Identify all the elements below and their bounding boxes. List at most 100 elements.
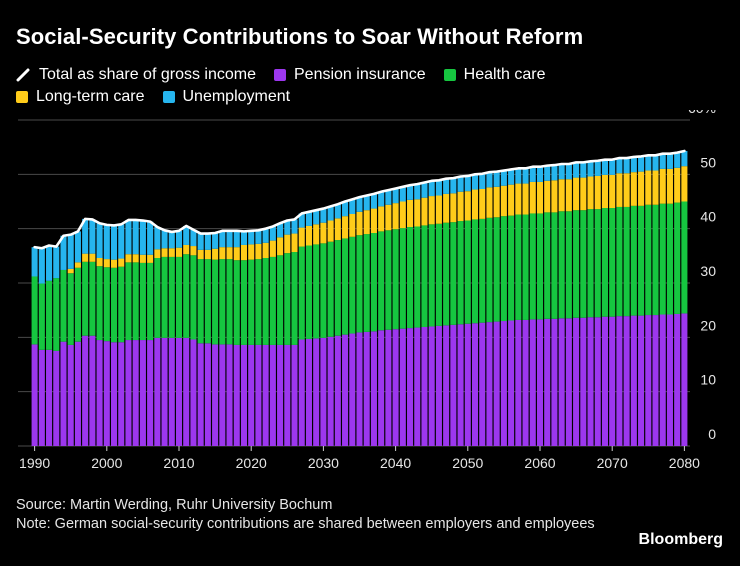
bar-pension-insurance-2070	[609, 316, 616, 446]
bar-unemployment-2079	[674, 152, 681, 168]
bar-unemployment-2050	[464, 175, 471, 192]
bar-long-term-care-2075	[645, 170, 652, 205]
bar-long-term-care-2008	[161, 248, 168, 257]
bar-long-term-care-1996	[74, 262, 81, 268]
bar-long-term-care-2019	[240, 244, 248, 261]
bar-long-term-care-2029	[313, 224, 320, 245]
bar-unemployment-2057	[515, 168, 522, 184]
bar-health-care-2012	[190, 255, 197, 340]
bar-unemployment-2036	[363, 195, 370, 211]
bar-unemployment-2053	[486, 172, 493, 188]
bar-long-term-care-2004	[132, 254, 139, 263]
bar-long-term-care-2041	[399, 201, 406, 229]
unemployment-swatch-icon	[162, 91, 175, 103]
bar-health-care-2071	[616, 206, 623, 317]
bar-long-term-care-2017	[226, 247, 233, 260]
bar-pension-insurance-1994	[60, 341, 67, 446]
bar-long-term-care-2018	[233, 247, 240, 261]
bar-health-care-1998	[89, 261, 96, 336]
bar-long-term-care-2040	[392, 203, 399, 230]
bar-pension-insurance-2064	[565, 318, 572, 446]
bar-long-term-care-2013	[197, 249, 204, 260]
bar-health-care-2007	[154, 258, 161, 338]
bar-health-care-2035	[356, 235, 363, 333]
bar-pension-insurance-2066	[580, 317, 587, 446]
bar-long-term-care-2022	[262, 242, 269, 258]
legend-label-longterm: Long-term care	[36, 88, 145, 105]
bar-pension-insurance-2051	[471, 323, 479, 446]
bar-health-care-2038	[378, 231, 385, 331]
bar-pension-insurance-2077	[659, 314, 666, 446]
bar-pension-insurance-2022	[262, 344, 269, 446]
bar-health-care-1997	[82, 261, 89, 336]
bar-unemployment-2065	[573, 162, 580, 178]
health-swatch-icon	[443, 69, 456, 81]
bar-long-term-care-2076	[652, 170, 659, 205]
bar-pension-insurance-2003	[125, 340, 132, 446]
legend-row-1: Total as share of gross income Pension i…	[16, 64, 716, 86]
bars	[31, 150, 688, 446]
bar-unemployment-2062	[551, 165, 558, 181]
bar-unemployment-2077	[659, 153, 666, 169]
bar-long-term-care-2053	[486, 187, 493, 218]
bar-unemployment-2046	[435, 180, 442, 196]
bar-long-term-care-2034	[349, 214, 356, 237]
bar-health-care-2077	[659, 203, 666, 315]
bar-unemployment-2059	[529, 166, 536, 182]
bar-pension-insurance-2043	[414, 327, 421, 446]
x-tick-label-2010: 2010	[163, 455, 194, 471]
bar-unemployment-2060	[536, 166, 544, 182]
y-tick-label-0: 0	[708, 426, 716, 442]
bar-unemployment-1996	[74, 231, 81, 263]
bloomberg-logo: Bloomberg	[638, 531, 723, 548]
bar-unemployment-2004	[132, 219, 139, 255]
bar-health-care-2076	[652, 204, 659, 316]
bar-pension-insurance-2038	[378, 330, 385, 446]
legend-label-health: Health care	[463, 66, 546, 83]
bar-long-term-care-2060	[536, 181, 544, 214]
bar-unemployment-2002	[118, 224, 125, 259]
bar-unemployment-2047	[443, 178, 450, 194]
bar-long-term-care-2028	[305, 225, 312, 246]
bar-health-care-2032	[334, 240, 341, 336]
bar-unemployment-2030	[320, 208, 327, 223]
bar-pension-insurance-2023	[269, 344, 276, 446]
bar-pension-insurance-1995	[67, 344, 74, 446]
bar-pension-insurance-2055	[500, 321, 507, 446]
bar-unemployment-2028	[305, 211, 312, 226]
bar-pension-insurance-2028	[305, 338, 312, 446]
bar-health-care-2015	[212, 259, 219, 345]
bar-long-term-care-2006	[147, 254, 154, 263]
bar-unemployment-2051	[471, 174, 479, 190]
bar-unemployment-2021	[255, 230, 262, 244]
bar-health-care-1999	[96, 266, 103, 341]
bar-pension-insurance-2073	[630, 315, 637, 446]
bar-pension-insurance-1990	[31, 344, 38, 446]
bar-pension-insurance-2076	[652, 315, 659, 446]
bar-unemployment-2027	[298, 213, 305, 228]
bar-pension-insurance-2035	[356, 332, 363, 446]
bar-unemployment-1990	[31, 247, 38, 277]
bar-unemployment-2043	[414, 184, 421, 200]
bar-health-care-2065	[573, 210, 580, 318]
bar-unemployment-2078	[666, 153, 673, 169]
bar-health-care-2005	[139, 262, 146, 341]
bar-pension-insurance-2072	[623, 316, 630, 446]
bar-health-care-2021	[255, 259, 262, 345]
x-tick-label-2060: 2060	[524, 455, 555, 471]
bar-long-term-care-2080	[681, 166, 688, 202]
bar-long-term-care-2065	[573, 177, 580, 211]
bar-unemployment-2080	[681, 150, 688, 167]
total-line	[33, 149, 686, 250]
bar-unemployment-2058	[522, 168, 529, 184]
bar-pension-insurance-2019	[240, 344, 248, 446]
bar-unemployment-2016	[219, 230, 226, 248]
bar-pension-insurance-2057	[515, 319, 522, 446]
bar-unemployment-2064	[565, 164, 572, 180]
legend-item-pension: Pension insurance	[274, 64, 426, 86]
bar-unemployment-2001	[111, 225, 118, 260]
bar-unemployment-2003	[125, 219, 132, 255]
bar-pension-insurance-2027	[298, 339, 305, 446]
bar-long-term-care-2064	[565, 179, 572, 212]
bar-health-care-2046	[435, 223, 442, 326]
